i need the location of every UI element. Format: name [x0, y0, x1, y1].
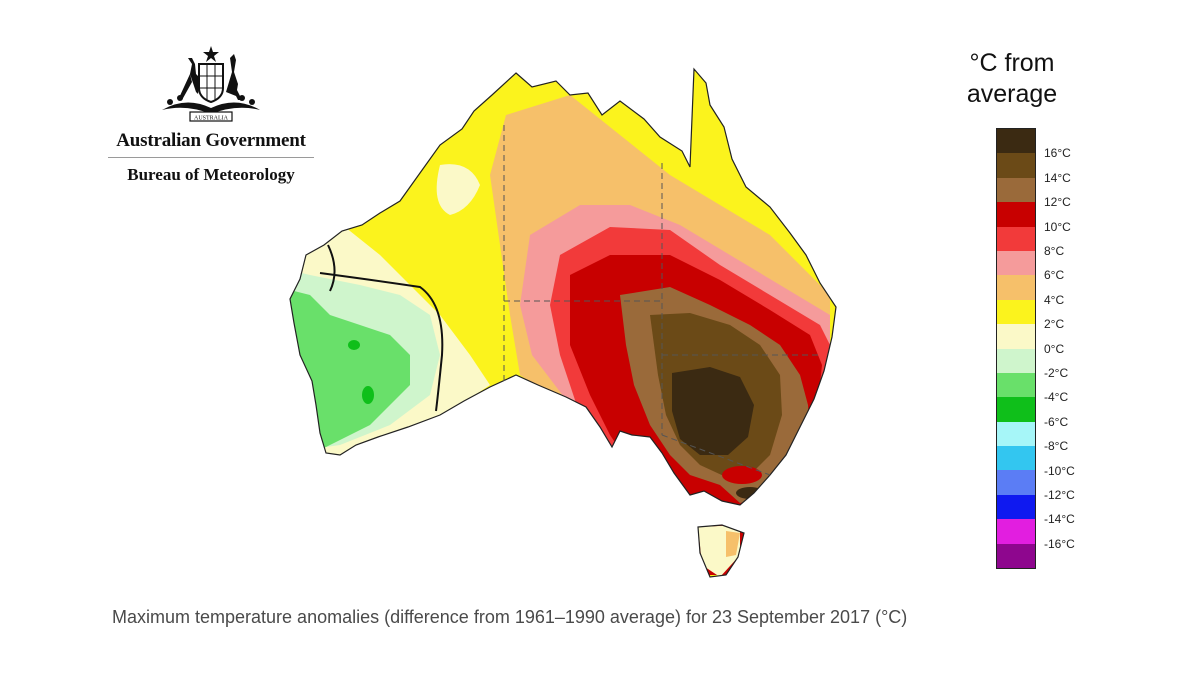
legend-swatch	[997, 397, 1035, 422]
legend-tick-label: 6°C	[1044, 268, 1065, 283]
legend-tick-label: -4°C	[1044, 390, 1069, 405]
legend-title-line2: average	[966, 80, 1058, 108]
legend-color-scale	[996, 128, 1036, 570]
legend-swatch	[997, 519, 1035, 544]
temperature-anomaly-map	[289, 67, 837, 578]
legend-swatch	[997, 129, 1035, 154]
legend-tick-label: 10°C	[1044, 219, 1071, 234]
legend-swatch	[997, 177, 1035, 203]
legend-tick-label: 8°C	[1044, 244, 1065, 258]
coat-of-arms-icon: AUSTRALIA	[162, 46, 260, 122]
legend-tick-label: 12°C	[1044, 195, 1071, 210]
legend-tick-label: 0°C	[1044, 341, 1065, 356]
legend-swatch	[997, 470, 1035, 495]
legend-swatch	[997, 299, 1035, 325]
legend-swatch	[997, 324, 1035, 349]
legend-swatch	[997, 372, 1035, 398]
map-caption: Maximum temperature anomalies (differenc…	[112, 607, 908, 627]
state-borders	[503, 125, 822, 476]
legend-tick-label: -6°C	[1044, 414, 1069, 429]
legend-tick-label: 14°C	[1044, 170, 1071, 185]
legend-tick-label: -10°C	[1044, 463, 1075, 478]
mainland-coastline	[289, 67, 837, 506]
legend-swatch	[997, 275, 1035, 300]
agency-logo-block: AUSTRALIA Australian Government Bureau o…	[108, 44, 314, 185]
agency-name: Bureau of Meteorology	[127, 165, 295, 184]
legend-tick-label: -8°C	[1044, 439, 1069, 454]
legend-tick-label: 16°C	[1044, 146, 1071, 161]
legend-tick-label: -14°C	[1044, 512, 1075, 527]
legend-title: °C from average	[950, 48, 1074, 110]
legend-tick-label: -12°C	[1044, 488, 1075, 502]
legend-tick-label: -16°C	[1044, 536, 1075, 551]
legend-swatch	[997, 494, 1035, 520]
legend-swatch	[997, 202, 1035, 227]
legend-swatch	[997, 250, 1035, 276]
legend-swatch	[997, 153, 1035, 178]
crest-motto: AUSTRALIA	[194, 116, 229, 122]
org-name: Australian Government	[108, 130, 314, 158]
legend-swatch	[997, 446, 1035, 471]
zero-contour-line	[319, 244, 444, 412]
legend-swatch	[997, 543, 1035, 569]
legend-tick-label: -2°C	[1044, 366, 1069, 380]
legend-swatch	[997, 421, 1035, 447]
legend-title-line1: °C from	[969, 49, 1055, 77]
legend-swatch	[997, 226, 1035, 251]
legend-swatch	[997, 348, 1035, 373]
legend-tick-label: 2°C	[1044, 317, 1065, 332]
legend-tick-label: 4°C	[1044, 292, 1065, 307]
tasmania-coastline	[697, 524, 745, 578]
